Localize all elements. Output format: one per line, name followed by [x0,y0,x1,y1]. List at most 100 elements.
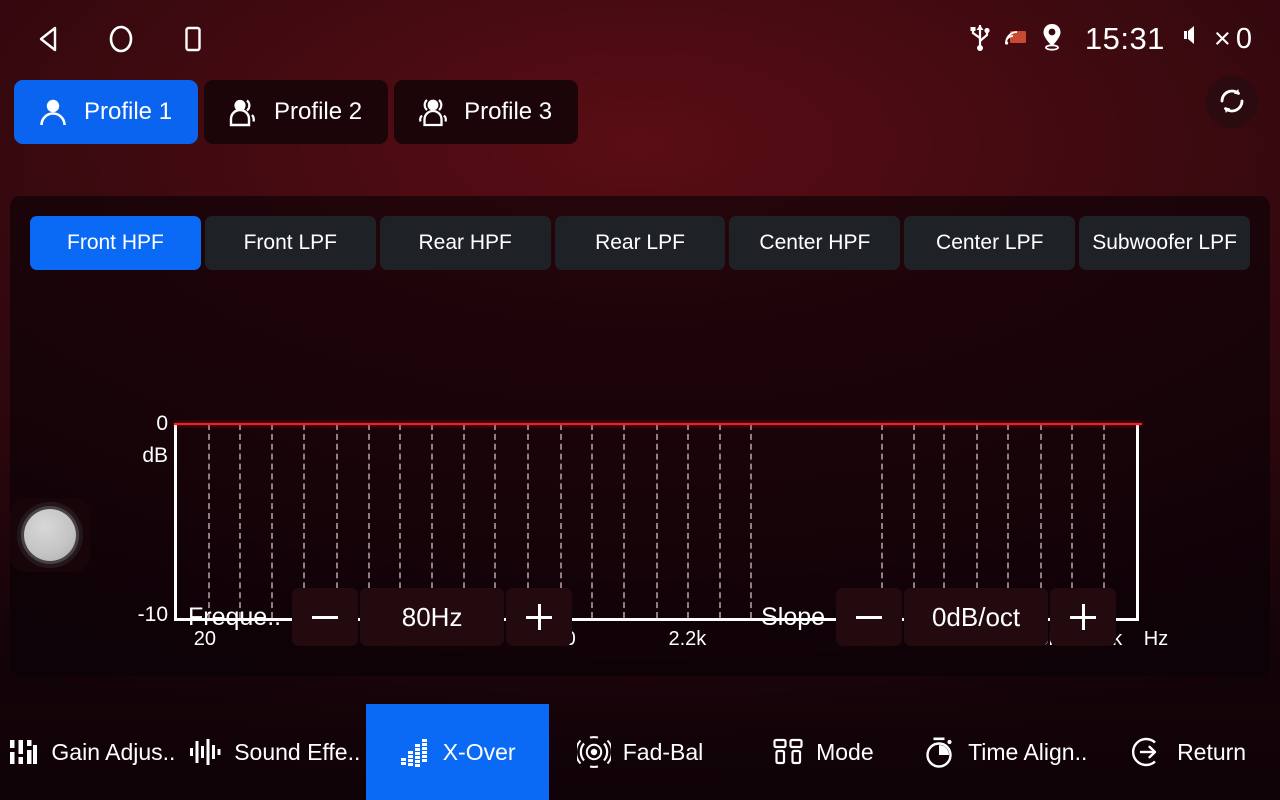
status-icons: 15:31 × 0 [967,21,1252,57]
nav-item-fad-bal-label: Fad-Bal [622,738,704,765]
xover-tab-subwoofer-lpf[interactable]: Subwoofer LPF [1079,216,1251,270]
chart-gridline [1007,424,1010,618]
xover-tab-subwoofer-lpf-label: Subwoofer LPF [1092,231,1237,254]
chart-gridline [494,424,497,618]
nav-item-gain-adjust[interactable]: Gain Adjus.. [0,704,183,800]
chart-gridline [270,424,273,618]
nav-item-mode-label: Mode [816,738,874,765]
bar-levels-icon [399,736,431,768]
reset-button[interactable] [1206,76,1258,128]
profile-tab-1[interactable]: Profile 1 [14,80,199,144]
nav-item-mode[interactable]: Mode [731,704,914,800]
chart-gridline [336,424,339,618]
volume-times-glyph: × [1213,22,1231,55]
rotary-knob-button[interactable] [10,498,90,572]
nav-item-time-align-label: Time Align.. [968,738,1088,765]
rotary-knob-icon [24,509,76,561]
xover-tab-center-lpf[interactable]: Center LPF [904,216,1076,270]
x-axis-tick-label: 20 [193,628,216,650]
refresh-sync-icon [1215,84,1249,121]
volume-value: 0 [1235,22,1252,55]
chart-gridline [462,424,465,618]
minus-icon [312,615,339,619]
three-people-icon [416,95,450,129]
circle-home-icon[interactable] [106,24,136,54]
chart-gridline [687,424,690,618]
chart-gridline [559,424,562,618]
xover-tab-center-lpf-label: Center LPF [936,231,1044,254]
volume-indicator[interactable]: × 0 [1181,21,1252,57]
xover-tab-center-hpf-label: Center HPF [759,231,871,254]
xover-tab-rear-hpf-label: Rear HPF [418,231,512,254]
frequency-increase-button[interactable] [506,588,573,646]
bottom-nav-bar: Gain Adjus.. Sound Effe.. [0,704,1280,800]
triangle-back-icon[interactable] [34,24,64,54]
frequency-control-group: Freque.. 80Hz [188,588,573,646]
xover-tab-rear-lpf[interactable]: Rear LPF [554,216,726,270]
x-axis-unit-label: Hz [1143,628,1169,650]
chart-gridline [431,424,434,618]
nav-item-time-align[interactable]: Time Align.. [914,704,1097,800]
chart-plot-area[interactable] [174,424,1139,621]
square-recents-icon[interactable] [178,24,208,54]
chart-gridlines [177,424,1136,618]
nav-item-sound-effect[interactable]: Sound Effe.. [183,704,366,800]
y-axis-min-label: -10 [137,603,168,626]
chart-gridline [718,424,721,618]
frequency-label: Freque.. [188,602,282,631]
location-pin-icon [1039,22,1065,57]
chart-gridline [367,424,370,618]
xover-controls: Freque.. 80Hz Slope 0dB/oct [10,578,1270,656]
xover-tab-row: Front HPF Front LPF Rear HPF Rear LPF Ce… [10,196,1270,270]
xover-tab-front-lpf[interactable]: Front LPF [204,216,376,270]
profile-tab-2[interactable]: Profile 2 [204,80,389,144]
single-person-icon [36,95,70,129]
plus-icon [1070,604,1097,630]
chart-gridline [1070,424,1073,618]
profile-tab-row: Profile 1 Profile 2 Profile 3 [0,76,1280,146]
speaker-radiate-icon [576,735,611,769]
slope-decrease-button[interactable] [836,588,903,646]
chart-gridline [1040,424,1043,618]
frequency-value[interactable]: 80Hz [360,588,505,646]
slope-value[interactable]: 0dB/oct [904,588,1049,646]
minus-icon [856,615,883,619]
android-nav-keys [34,24,208,54]
slope-label: Slope [761,602,826,631]
xover-tab-center-hpf[interactable]: Center HPF [729,216,901,270]
slope-control-group: Slope 0dB/oct [761,588,1117,646]
chart-gridline [912,424,915,618]
chart-gridline [975,424,978,618]
slope-increase-button[interactable] [1050,588,1117,646]
frequency-response-chart: 0 dB -10 20501002502.2k4k8k13k20k Hz [10,292,1270,650]
xover-tab-front-hpf[interactable]: Front HPF [30,216,201,270]
speaker-grid-icon [772,736,804,768]
chart-gridline [207,424,210,618]
stopwatch-icon [924,735,956,769]
status-bar: 15:31 × 0 [0,0,1280,78]
usb-icon [967,22,993,57]
xover-tab-rear-lpf-label: Rear LPF [595,231,685,254]
arrow-exit-icon [1131,735,1165,769]
frequency-decrease-button[interactable] [292,588,359,646]
nav-item-return[interactable]: Return [1097,704,1280,800]
y-axis-max-label: 0 [156,412,168,435]
profile-tab-2-label: Profile 2 [274,98,363,125]
chart-gridline [880,424,883,618]
chart-gridline [655,424,658,618]
xover-tab-front-lpf-label: Front LPF [243,231,337,254]
chart-response-curve [174,423,1142,425]
plus-icon [526,604,553,630]
chart-gridline [399,424,402,618]
sound-wave-icon [188,736,222,768]
nav-item-x-over[interactable]: X-Over [365,704,549,800]
y-axis-unit-label: dB [142,444,168,467]
status-clock: 15:31 [1084,21,1165,56]
nav-item-fad-bal[interactable]: Fad-Bal [549,704,732,800]
x-axis-tick-label: 2.2k [668,628,707,650]
xover-tab-front-hpf-label: Front HPF [67,231,164,254]
profile-tab-3[interactable]: Profile 3 [394,80,579,144]
xover-tab-rear-hpf[interactable]: Rear HPF [379,216,551,270]
chart-gridline [527,424,530,618]
chart-gridline [622,424,625,618]
